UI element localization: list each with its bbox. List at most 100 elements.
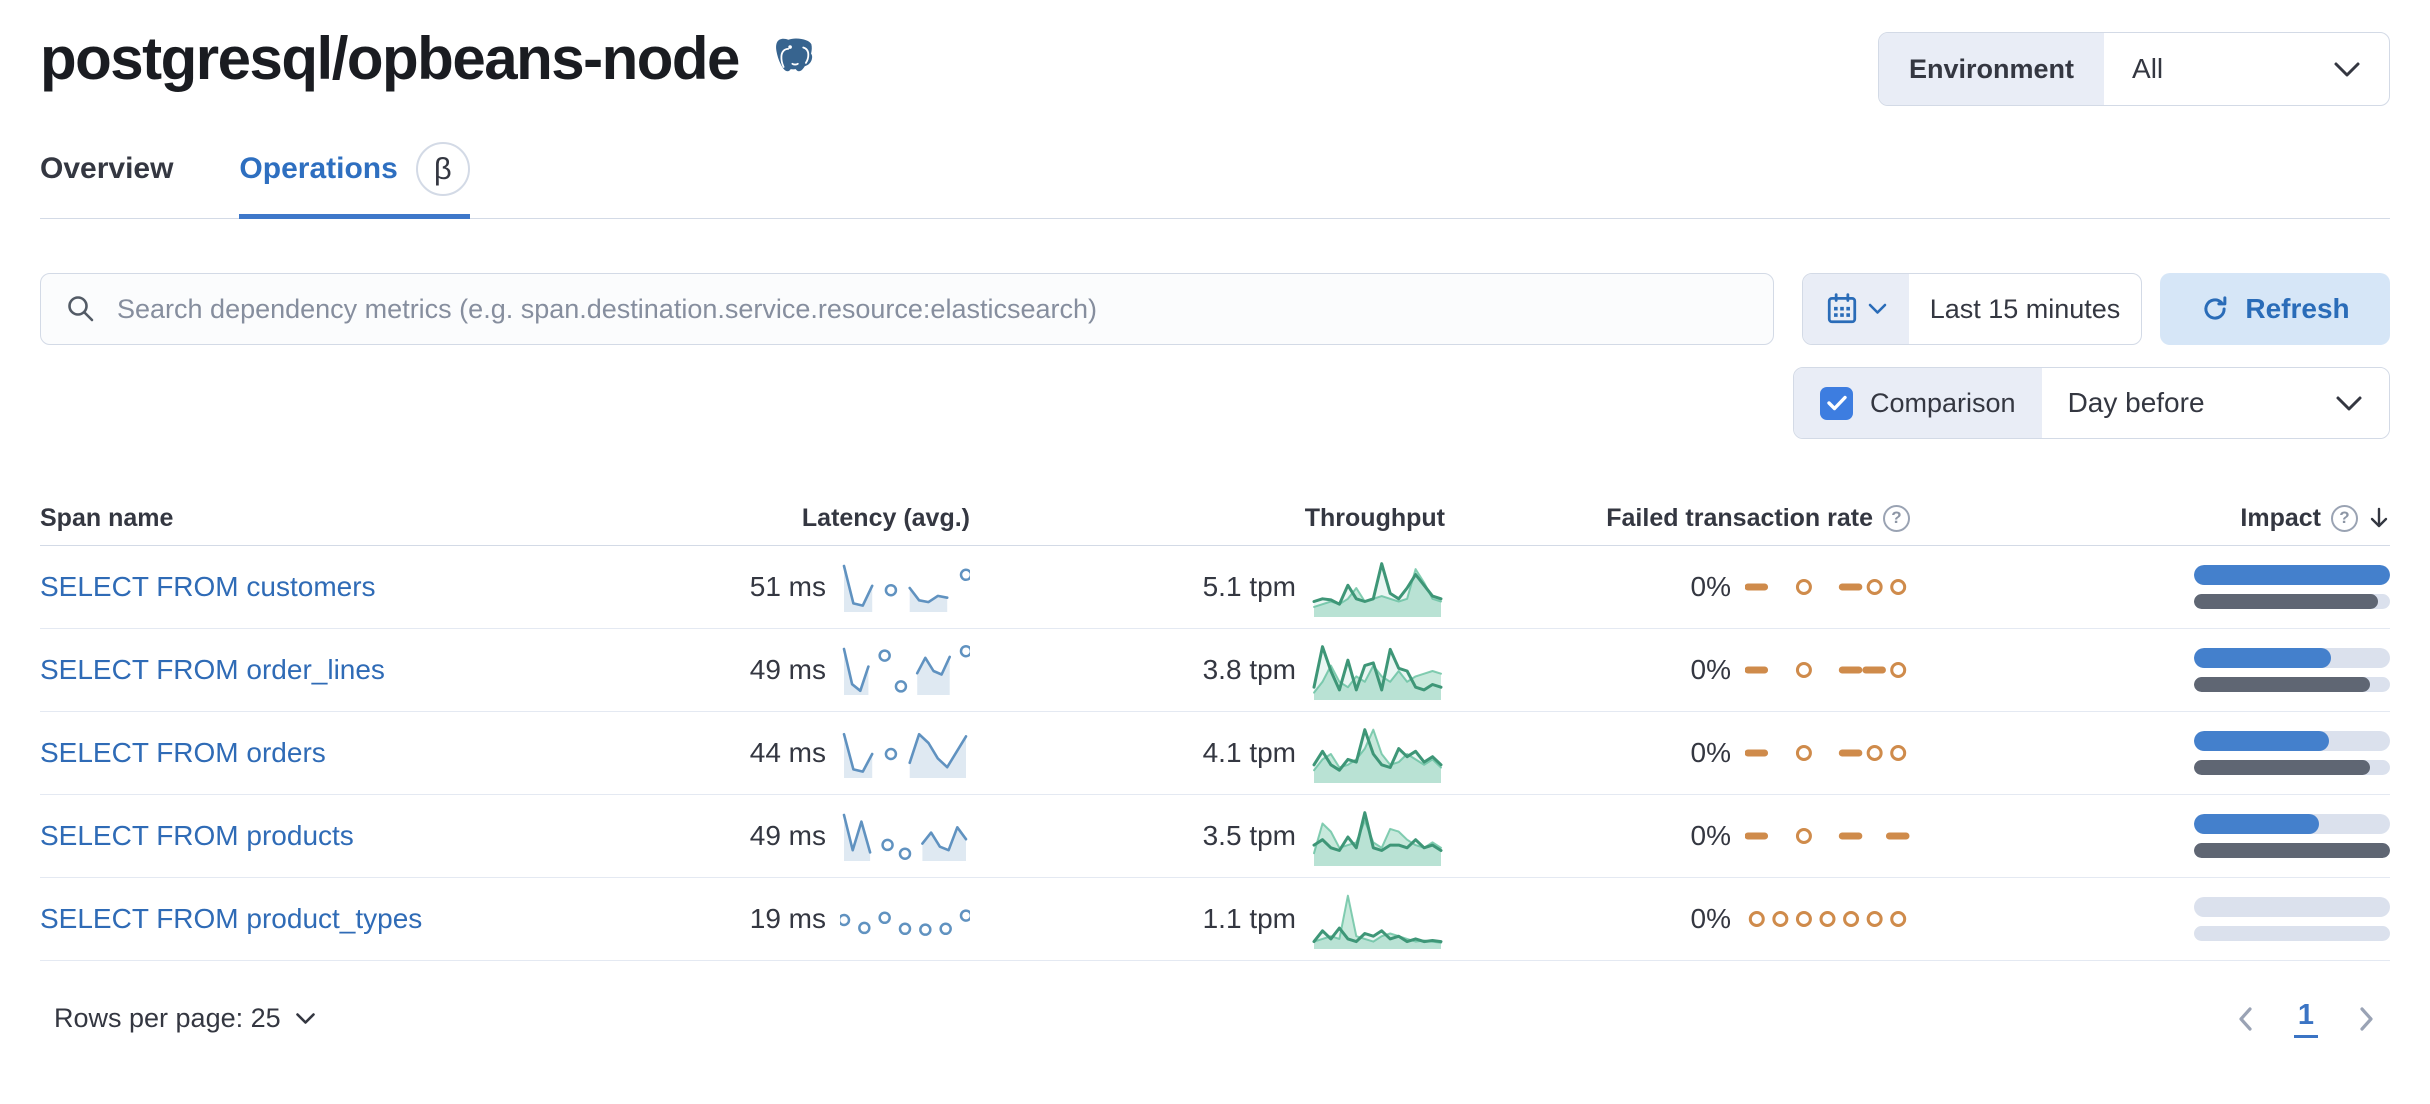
span-name-link[interactable]: SELECT FROM orders <box>40 737 326 768</box>
chevron-down-icon <box>1868 303 1887 314</box>
calendar-icon <box>1827 293 1857 324</box>
tab-overview[interactable]: Overview <box>40 152 174 185</box>
beta-badge: β <box>415 142 470 196</box>
span-name-link[interactable]: SELECT FROM customers <box>40 571 376 602</box>
checkmark-icon <box>1826 395 1847 411</box>
search-icon <box>68 296 94 322</box>
calendar-menu-button[interactable] <box>1803 274 1909 344</box>
column-header-latency[interactable]: Latency (avg.) <box>801 503 970 532</box>
refresh-button[interactable]: Refresh <box>2160 273 2390 345</box>
impact-bars <box>2194 897 2390 941</box>
time-range-value[interactable]: Last 15 minutes <box>1929 293 2121 324</box>
failed-rate-value: 0% <box>1690 571 1731 602</box>
impact-bar-previous <box>2194 843 2390 858</box>
impact-bar-previous <box>2194 760 2371 775</box>
failed-rate-sparkline <box>1745 579 1907 595</box>
throughput-sparkline <box>1312 811 1443 866</box>
table-row: SELECT FROM order_lines 49 ms 3.8 tpm 0% <box>40 629 2390 712</box>
pagination: 1 <box>2236 999 2376 1038</box>
help-icon[interactable] <box>1883 504 1910 532</box>
latency-value: 19 ms <box>749 903 826 934</box>
latency-value: 49 ms <box>749 654 826 685</box>
refresh-icon <box>2204 296 2227 320</box>
table-row: SELECT FROM product_types 19 ms 1.1 tpm … <box>40 878 2390 961</box>
environment-label: Environment <box>1879 33 2105 105</box>
page-number-1[interactable]: 1 <box>2293 999 2318 1038</box>
latency-sparkline <box>840 909 970 936</box>
impact-bars <box>2194 648 2390 692</box>
latency-sparkline <box>842 564 970 612</box>
chevron-left-icon <box>2239 1006 2252 1031</box>
search-input[interactable] <box>115 292 1749 326</box>
comparison-checkbox[interactable] <box>1820 386 1853 420</box>
tab-operations[interactable]: Operations β <box>239 142 471 219</box>
failed-rate-sparkline <box>1748 911 1907 927</box>
span-name-link[interactable]: SELECT FROM products <box>40 820 354 851</box>
failed-rate-sparkline <box>1745 745 1907 761</box>
page-header: postgresql/opbeans-node Environment All <box>40 0 2390 106</box>
throughput-value: 3.8 tpm <box>1202 654 1296 685</box>
impact-bars <box>2194 565 2390 609</box>
failed-rate-value: 0% <box>1690 737 1731 768</box>
throughput-value: 5.1 tpm <box>1202 571 1296 602</box>
latency-sparkline <box>842 732 968 778</box>
impact-bar-previous <box>2194 594 2379 609</box>
sort-desc-icon <box>2370 507 2388 528</box>
comparison-select[interactable]: Day before <box>2041 368 2389 438</box>
latency-value: 49 ms <box>749 820 826 851</box>
previous-page-button[interactable] <box>2236 1005 2254 1033</box>
table-row: SELECT FROM orders 44 ms 4.1 tpm 0% <box>40 712 2390 795</box>
column-header-span-name[interactable]: Span name <box>40 503 174 532</box>
latency-sparkline <box>842 813 968 861</box>
throughput-sparkline <box>1312 562 1443 617</box>
span-name-link[interactable]: SELECT FROM order_lines <box>40 654 385 685</box>
impact-bars <box>2194 814 2390 858</box>
impact-bars <box>2194 731 2390 775</box>
environment-value[interactable]: All <box>2104 33 2389 105</box>
table-footer: Rows per page: 25 1 <box>40 999 2390 1038</box>
throughput-sparkline <box>1312 894 1443 949</box>
failed-rate-value: 0% <box>1690 820 1731 851</box>
search-box[interactable] <box>40 273 1774 345</box>
next-page-button[interactable] <box>2358 1005 2376 1033</box>
failed-rate-value: 0% <box>1690 654 1731 685</box>
span-name-link[interactable]: SELECT FROM product_types <box>40 903 423 934</box>
chevron-down-icon <box>2336 396 2362 410</box>
throughput-sparkline <box>1312 728 1443 783</box>
comparison-label: Comparison <box>1870 387 2016 418</box>
chevron-down-icon <box>2334 62 2360 76</box>
toolbar: Last 15 minutes Refresh <box>40 273 2390 345</box>
chevron-right-icon <box>2360 1006 2373 1031</box>
column-header-impact[interactable]: Impact <box>1910 504 2390 533</box>
column-header-failed-rate[interactable]: Failed transaction rate <box>1445 504 1910 533</box>
table-row: SELECT FROM customers 51 ms 5.1 tpm 0% <box>40 546 2390 629</box>
failed-rate-sparkline <box>1745 828 1910 844</box>
latency-sparkline <box>842 644 970 695</box>
help-icon[interactable] <box>2331 504 2358 532</box>
impact-bar-current <box>2194 565 2390 585</box>
latency-value: 51 ms <box>749 571 826 602</box>
rows-per-page-button[interactable]: Rows per page: 25 <box>54 1003 316 1034</box>
postgresql-logo-icon <box>775 37 813 71</box>
table-row: SELECT FROM products 49 ms 3.5 tpm 0% <box>40 795 2390 878</box>
failed-rate-value: 0% <box>1690 903 1731 934</box>
page-title: postgresql/opbeans-node <box>40 25 740 92</box>
impact-bar-current <box>2194 648 2332 668</box>
failed-rate-sparkline <box>1745 662 1907 678</box>
throughput-sparkline <box>1312 645 1443 700</box>
throughput-value: 4.1 tpm <box>1202 737 1296 768</box>
table-header-row: Span name Latency (avg.) Throughput Fail… <box>40 491 2390 546</box>
chevron-down-icon <box>295 1013 315 1024</box>
impact-bar-current <box>2194 814 2320 834</box>
operations-table: Span name Latency (avg.) Throughput Fail… <box>40 491 2390 961</box>
comparison-control: Comparison Day before <box>1793 367 2390 439</box>
latency-value: 44 ms <box>749 737 826 768</box>
throughput-value: 1.1 tpm <box>1202 903 1296 934</box>
throughput-value: 3.5 tpm <box>1202 820 1296 851</box>
environment-select[interactable]: Environment All <box>1878 32 2390 106</box>
time-range-picker[interactable]: Last 15 minutes <box>1802 273 2142 345</box>
impact-bar-current <box>2194 731 2330 751</box>
tab-bar: Overview Operations β <box>40 142 2390 219</box>
column-header-throughput[interactable]: Throughput <box>1304 503 1445 532</box>
impact-bar-previous <box>2194 677 2371 692</box>
